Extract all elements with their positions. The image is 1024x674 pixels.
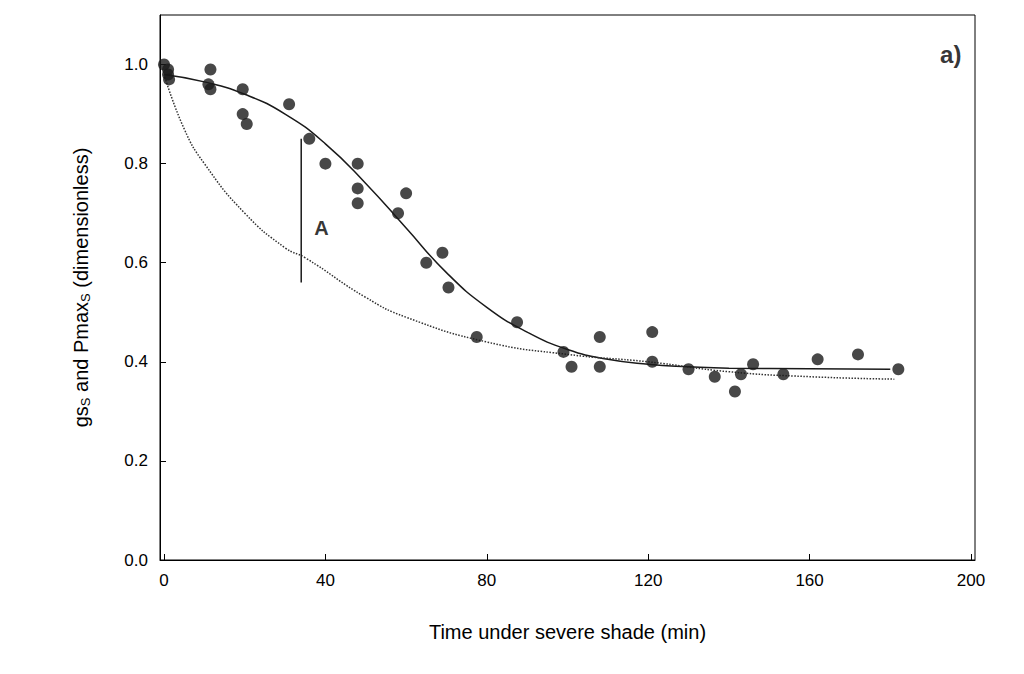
- svg-text:gs: gs: [70, 406, 92, 427]
- svg-text:120: 120: [634, 571, 662, 590]
- svg-text:40: 40: [316, 571, 335, 590]
- svg-text:a): a): [940, 41, 961, 68]
- svg-text:160: 160: [795, 571, 823, 590]
- svg-text:0.2: 0.2: [124, 451, 148, 470]
- svg-text:A: A: [314, 217, 328, 239]
- svg-text:1.0: 1.0: [124, 55, 148, 74]
- svg-text:0: 0: [159, 571, 168, 590]
- svg-text:Time under severe shade (min): Time under severe shade (min): [429, 621, 706, 643]
- svg-text:S: S: [78, 293, 93, 302]
- svg-text:0.6: 0.6: [124, 253, 148, 272]
- svg-text:(dimensionless): (dimensionless): [70, 148, 92, 294]
- svg-text:and Pmax: and Pmax: [70, 302, 92, 398]
- svg-text:0.8: 0.8: [124, 154, 148, 173]
- svg-text:0.0: 0.0: [124, 551, 148, 570]
- svg-text:80: 80: [477, 571, 496, 590]
- svg-text:200: 200: [957, 571, 985, 590]
- svg-text:0.4: 0.4: [124, 352, 148, 371]
- svg-text:S: S: [78, 397, 93, 406]
